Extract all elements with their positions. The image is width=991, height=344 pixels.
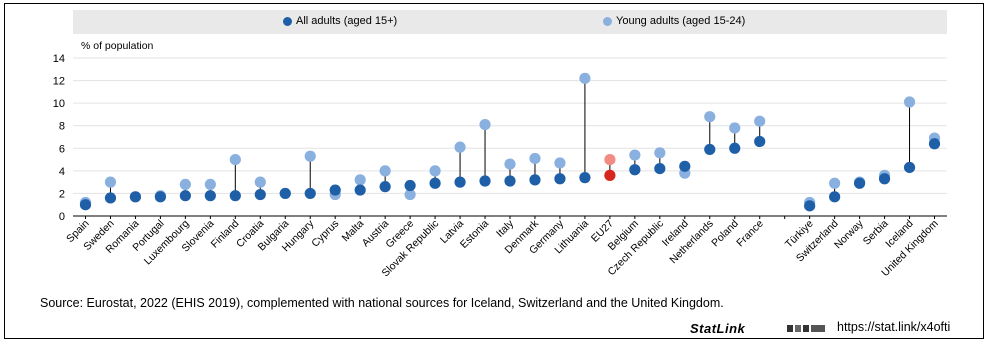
all-adults-point — [329, 184, 341, 196]
all-adults-point — [604, 169, 616, 181]
all-adults-point — [404, 179, 416, 192]
all-adults-point — [579, 172, 591, 184]
young-adults-point — [204, 178, 216, 190]
young-adults-point — [554, 157, 566, 169]
all-adults-point — [279, 187, 291, 200]
legend-dot-young-adults — [603, 16, 612, 26]
legend-label-young-adults: Young adults (aged 15-24) — [616, 15, 746, 27]
young-adults-point — [229, 153, 241, 166]
young-adults-point — [104, 176, 117, 188]
young-adults-point — [529, 152, 541, 165]
statlink-url[interactable]: https://stat.link/x4ofti — [837, 320, 951, 334]
young-adults-point — [829, 177, 841, 189]
young-adults-point — [429, 165, 441, 177]
x-tick-label: Cyprus — [309, 218, 341, 250]
young-adults-point — [454, 141, 466, 153]
all-adults-point — [479, 175, 491, 187]
y-tick-label: 4 — [59, 166, 65, 178]
all-adults-point — [204, 190, 216, 202]
all-adults-point — [504, 175, 516, 187]
statlink-logo-icon — [786, 323, 826, 334]
legend-item-all-adults: All adults (aged 15+) — [283, 15, 397, 27]
all-adults-point — [229, 190, 241, 202]
all-adults-point — [854, 177, 866, 189]
all-adults-point — [454, 176, 466, 188]
all-adults-point — [104, 192, 117, 204]
chart-frame — [4, 3, 984, 339]
young-adults-point — [254, 176, 266, 188]
all-adults-point — [529, 174, 541, 186]
young-adults-point — [479, 118, 491, 131]
y-tick-label: 8 — [59, 121, 65, 133]
all-adults-point — [304, 187, 316, 200]
all-adults-point — [704, 143, 716, 156]
all-adults-point — [254, 188, 266, 201]
young-adults-point — [404, 188, 416, 201]
all-adults-point — [354, 184, 366, 196]
young-adults-point — [754, 115, 766, 127]
all-adults-point — [79, 199, 92, 211]
y-tick-label: 2 — [59, 188, 65, 200]
all-adults-point — [179, 190, 191, 202]
all-adults-point — [129, 191, 142, 203]
y-axis-label: % of population — [81, 40, 154, 52]
all-adults-point — [379, 181, 391, 193]
y-tick-label: 12 — [53, 76, 65, 88]
all-adults-point — [654, 163, 666, 175]
statlink-label[interactable]: StatLink — [690, 321, 746, 336]
young-adults-point — [704, 111, 716, 123]
young-adults-point — [179, 178, 191, 190]
young-adults-point — [629, 149, 641, 161]
y-tick-label: 14 — [53, 53, 65, 65]
source-note: Source: Eurostat, 2022 (EHIS 2019), comp… — [40, 296, 724, 310]
young-adults-point — [654, 147, 666, 159]
all-adults-point — [679, 160, 691, 172]
y-tick-label: 0 — [59, 211, 65, 223]
young-adults-point — [304, 150, 316, 162]
y-tick-label: 10 — [53, 98, 65, 110]
young-adults-point — [604, 153, 616, 166]
x-tick-label: Estonia — [458, 218, 491, 251]
x-tick-label: Norway — [832, 217, 866, 251]
all-adults-point — [754, 135, 766, 148]
young-adults-point — [504, 158, 516, 170]
y-tick-label: 6 — [59, 143, 65, 155]
all-adults-point — [629, 164, 641, 176]
dot-plot: 02468101214SpainSwedenRomaniaPortugalLux… — [53, 53, 947, 279]
all-adults-point — [928, 138, 941, 150]
legend-item-young-adults: Young adults (aged 15-24) — [603, 15, 745, 27]
young-adults-point — [729, 122, 741, 134]
young-adults-point — [903, 96, 916, 108]
all-adults-point — [804, 200, 816, 212]
all-adults-point — [878, 173, 891, 185]
all-adults-point — [554, 173, 566, 185]
young-adults-point — [354, 174, 366, 186]
all-adults-point — [429, 177, 441, 189]
legend-dot-all-adults — [283, 16, 292, 26]
x-tick-label: France — [734, 218, 766, 250]
legend-label-all-adults: All adults (aged 15+) — [296, 15, 398, 27]
all-adults-point — [154, 191, 166, 203]
young-adults-point — [379, 165, 391, 177]
all-adults-point — [829, 191, 841, 203]
legend: All adults (aged 15+) Young adults (aged… — [73, 10, 947, 34]
all-adults-point — [729, 142, 741, 154]
young-adults-point — [579, 72, 591, 84]
x-tick-label: Poland — [709, 218, 741, 250]
all-adults-point — [903, 161, 916, 174]
